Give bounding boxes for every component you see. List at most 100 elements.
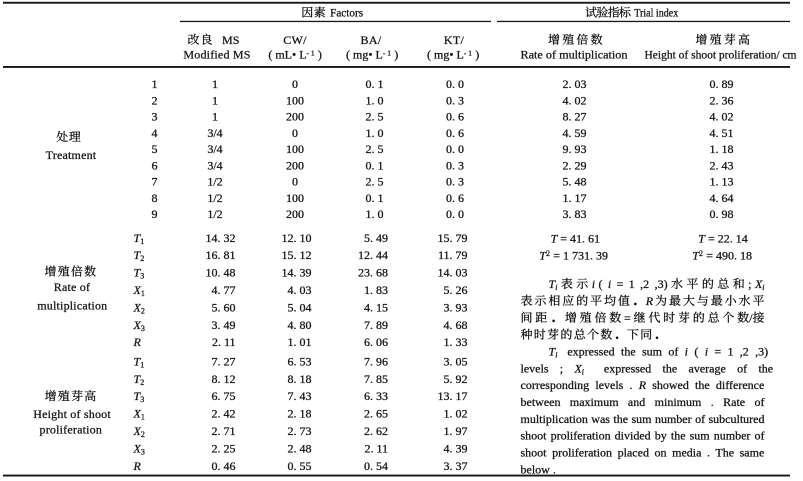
svg-text:1/2: 1/2 (207, 207, 222, 221)
svg-text:2. 5: 2. 5 (366, 175, 384, 189)
svg-text:7. 89: 7. 89 (364, 318, 388, 332)
svg-text:3/4: 3/4 (207, 126, 222, 140)
svg-text:i: i (592, 277, 595, 291)
svg-text:T = 41. 61: T = 41. 61 (551, 231, 600, 245)
svg-text:CW/: CW/ (283, 33, 307, 47)
svg-text:5: 5 (152, 142, 158, 156)
svg-text:3. 83: 3. 83 (563, 207, 587, 221)
svg-text:2. 71: 2. 71 (212, 424, 236, 438)
svg-text:MS: MS (222, 33, 240, 47)
svg-text:100: 100 (286, 191, 304, 205)
svg-text:3/4: 3/4 (207, 142, 222, 156)
svg-text:3. 37: 3. 37 (444, 459, 468, 473)
svg-text:4. 15: 4. 15 (364, 300, 388, 314)
svg-text:3. 93: 3. 93 (444, 300, 468, 314)
svg-text:4. 02: 4. 02 (563, 93, 587, 107)
svg-text:R: R (133, 335, 142, 349)
svg-text:multiplication: multiplication (37, 299, 107, 313)
svg-text:X1: X1 (133, 407, 146, 422)
svg-text:6. 53: 6. 53 (288, 354, 312, 368)
svg-text:7. 96: 7. 96 (364, 354, 388, 368)
svg-text:Modified MS: Modified MS (183, 48, 250, 62)
svg-text:Treatment: Treatment (46, 148, 97, 162)
svg-text:5. 60: 5. 60 (212, 300, 236, 314)
svg-text:100: 100 (286, 93, 304, 107)
svg-text:0. 0: 0. 0 (446, 77, 464, 91)
svg-text:4: 4 (152, 126, 158, 140)
svg-text:5. 92: 5. 92 (444, 372, 468, 386)
svg-text:=: = (624, 311, 631, 325)
svg-text:8. 18: 8. 18 (288, 372, 312, 386)
svg-text:4. 77: 4. 77 (212, 283, 236, 297)
svg-text:200: 200 (286, 110, 304, 124)
svg-text:8: 8 (152, 191, 158, 205)
svg-text:Ti expressed the sum of i ( i: Ti expressed the sum of i ( i = 1 ,2 ,3) (549, 345, 769, 360)
svg-text:Rate of: Rate of (54, 280, 90, 294)
svg-text:6: 6 (152, 158, 158, 172)
svg-text:0. 1: 0. 1 (366, 77, 384, 91)
svg-text:2. 25: 2. 25 (212, 441, 236, 455)
svg-text:T = 22. 14: T = 22. 14 (698, 231, 747, 245)
svg-text:0. 3: 0. 3 (446, 175, 464, 189)
svg-text:6. 33: 6. 33 (364, 389, 388, 403)
svg-text:2: 2 (152, 93, 158, 107)
svg-text:5. 26: 5. 26 (444, 283, 468, 297)
svg-text:100: 100 (286, 142, 304, 156)
svg-text:200: 200 (286, 158, 304, 172)
svg-text:14. 39: 14. 39 (282, 266, 312, 280)
svg-text:1/2: 1/2 (207, 175, 222, 189)
svg-text:1. 33: 1. 33 (444, 335, 468, 349)
svg-text:Rate of multiplication: Rate of multiplication (521, 48, 628, 62)
svg-text:6. 06: 6. 06 (364, 335, 388, 349)
svg-text:Height of shoot: Height of shoot (33, 407, 111, 421)
svg-text:proliferation: proliferation (40, 423, 103, 437)
svg-text:2. 65: 2. 65 (364, 407, 388, 421)
svg-text:;: ; (748, 277, 751, 291)
svg-text:T2: T2 (134, 248, 145, 263)
svg-text:0. 1: 0. 1 (366, 191, 384, 205)
svg-text:T3: T3 (134, 266, 145, 281)
svg-text:13. 17: 13. 17 (438, 389, 468, 403)
svg-text:7. 43: 7. 43 (288, 389, 312, 403)
svg-text:T3: T3 (134, 389, 145, 404)
svg-text:5. 49: 5. 49 (364, 231, 388, 245)
svg-text:Xi: Xi (754, 277, 765, 292)
svg-text:5. 04: 5. 04 (288, 300, 312, 314)
svg-text:X2: X2 (133, 300, 146, 315)
svg-text:6. 75: 6. 75 (212, 389, 236, 403)
svg-text:4. 59: 4. 59 (563, 126, 587, 140)
svg-text:1/2: 1/2 (207, 191, 222, 205)
svg-text:8. 12: 8. 12 (212, 372, 236, 386)
svg-text:2. 11: 2. 11 (212, 335, 236, 349)
svg-text:15. 12: 15. 12 (282, 248, 312, 262)
svg-text:2. 03: 2. 03 (563, 77, 587, 91)
svg-text:X2: X2 (133, 424, 146, 439)
svg-text:14. 03: 14. 03 (438, 266, 468, 280)
svg-text:2. 11: 2. 11 (364, 441, 388, 455)
svg-text:below .: below . (521, 462, 556, 476)
svg-text:3: 3 (152, 110, 158, 124)
svg-text:0. 54: 0. 54 (364, 459, 388, 473)
svg-text:1. 0: 1. 0 (366, 126, 384, 140)
svg-text:2. 62: 2. 62 (364, 424, 388, 438)
svg-text:( mg• L- 1 ): ( mg• L- 1 ) (427, 48, 479, 62)
svg-text:T1: T1 (134, 354, 145, 369)
svg-text:0. 3: 0. 3 (446, 93, 464, 107)
svg-text:( i = 1 ,2 ,3): ( i = 1 ,2 ,3) (598, 277, 667, 291)
svg-text:9. 93: 9. 93 (563, 142, 587, 156)
svg-text:X3: X3 (133, 318, 146, 333)
svg-text:1. 18: 1. 18 (710, 142, 734, 156)
svg-text:16. 81: 16. 81 (206, 248, 236, 262)
svg-text:12. 44: 12. 44 (358, 248, 388, 262)
svg-text:( mL• L- 1 ): ( mL• L- 1 ) (268, 48, 322, 62)
svg-text:T2 = 490. 18: T2 = 490. 18 (692, 249, 752, 263)
svg-text:2. 73: 2. 73 (288, 424, 312, 438)
svg-text:0: 0 (292, 126, 298, 140)
svg-text:multiplication was the sum num: multiplication was the sum number of sub… (521, 412, 765, 426)
svg-text:0. 0: 0. 0 (446, 142, 464, 156)
svg-text:2. 5: 2. 5 (366, 142, 384, 156)
svg-text:0: 0 (292, 175, 298, 189)
svg-text:3. 05: 3. 05 (444, 354, 468, 368)
svg-text:1. 02: 1. 02 (444, 407, 468, 421)
svg-text:1. 0: 1. 0 (366, 93, 384, 107)
